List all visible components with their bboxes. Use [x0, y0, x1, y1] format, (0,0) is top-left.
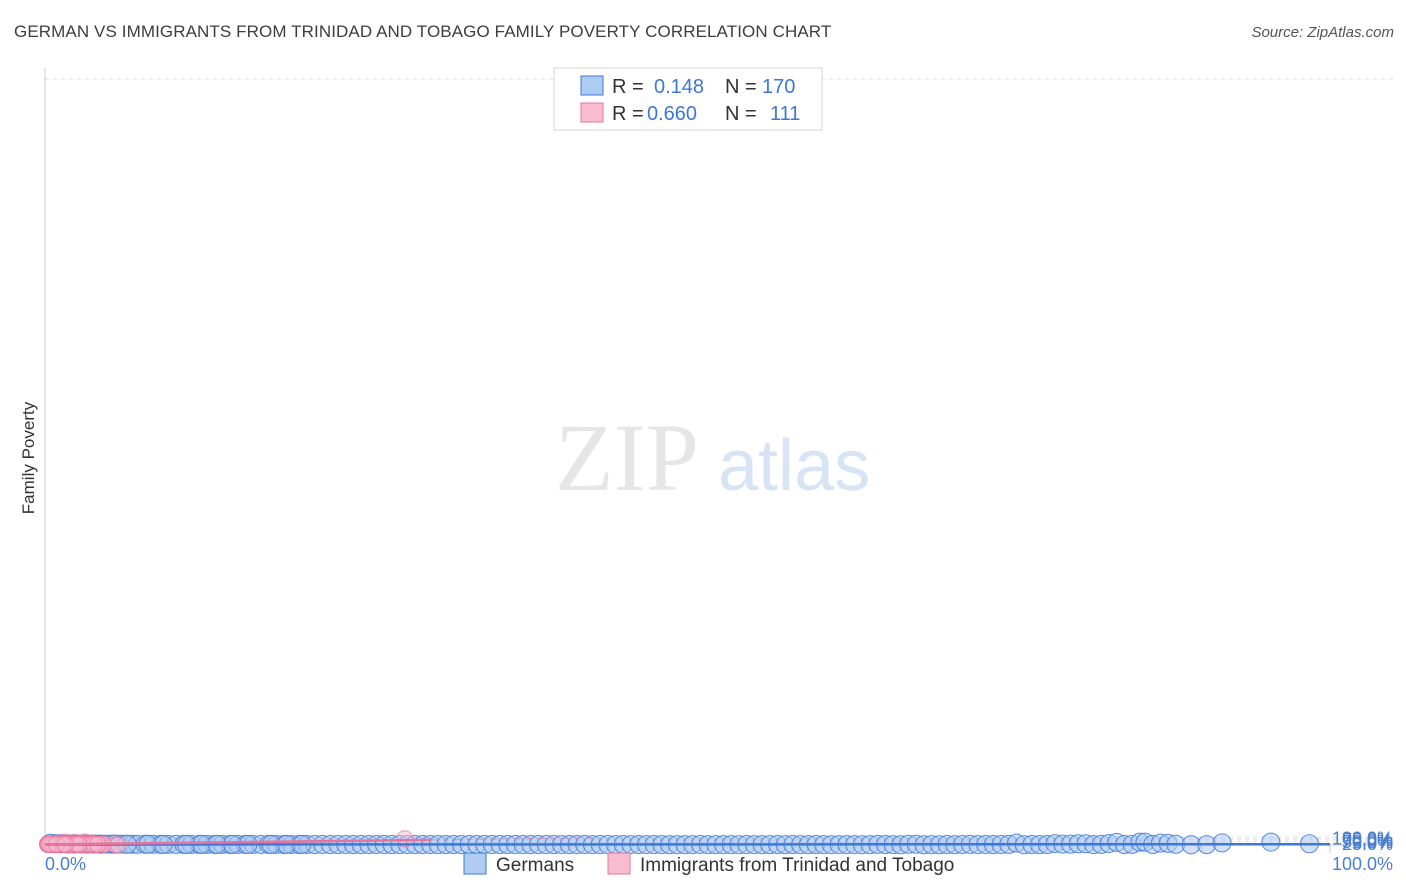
germans-point-152: [1212, 833, 1232, 853]
trinidad-point-0: [396, 830, 414, 848]
y-tick-label-100: 100.0%: [1332, 828, 1393, 848]
trinidad-series-label: Immigrants from Trinidad and Tobago: [640, 855, 954, 876]
series-legend: Germans Immigrants from Trinidad and Tob…: [463, 852, 954, 876]
trinidad-trend-extension: [430, 837, 598, 841]
trinidad-n-value: 111: [770, 103, 800, 125]
stats-legend: R = 0.148 N = 170 R = 0.660 N = 111: [553, 67, 823, 131]
x-tick-label-0: 0.0%: [45, 854, 86, 874]
x-tick-labels: 0.0% 100.0%: [45, 854, 1393, 874]
chart-title: GERMAN VS IMMIGRANTS FROM TRINIDAD AND T…: [14, 22, 832, 41]
germans-r-label: R =: [612, 76, 644, 98]
germans-legend-swatch: [580, 75, 604, 96]
trinidad-trend-line: [44, 838, 431, 846]
trinidad-series-swatch: [607, 852, 631, 875]
germans-n-value: 170: [762, 76, 795, 98]
trinidad-n-label: N =: [725, 103, 757, 125]
germans-series-swatch: [463, 852, 487, 875]
watermark: ZIP atlas: [555, 404, 870, 511]
trend-lines: [44, 837, 1331, 846]
y-tick-labels: 25.0%50.0%75.0%100.0%: [1332, 828, 1393, 854]
germans-n-label: N =: [725, 76, 757, 98]
watermark-atlas: atlas: [718, 426, 870, 506]
y-axis-label: Family Poverty: [19, 401, 38, 514]
y-tick-label-75: 75.0%: [1342, 830, 1393, 850]
trinidad-legend-swatch: [580, 102, 604, 123]
germans-r-value: 0.148: [654, 76, 704, 98]
y-tick-label-50: 50.0%: [1342, 832, 1393, 852]
chart-source: Source: ZipAtlas.com: [1251, 24, 1394, 41]
y-tick-label-25: 25.0%: [1342, 834, 1393, 854]
germans-series-label: Germans: [496, 855, 574, 876]
trinidad-r-value: 0.660: [647, 103, 697, 125]
watermark-zip: ZIP: [555, 404, 699, 511]
trinidad-r-label: R =: [612, 103, 644, 125]
x-tick-label-100: 100.0%: [1332, 854, 1393, 874]
germans-point-153: [1261, 832, 1281, 852]
